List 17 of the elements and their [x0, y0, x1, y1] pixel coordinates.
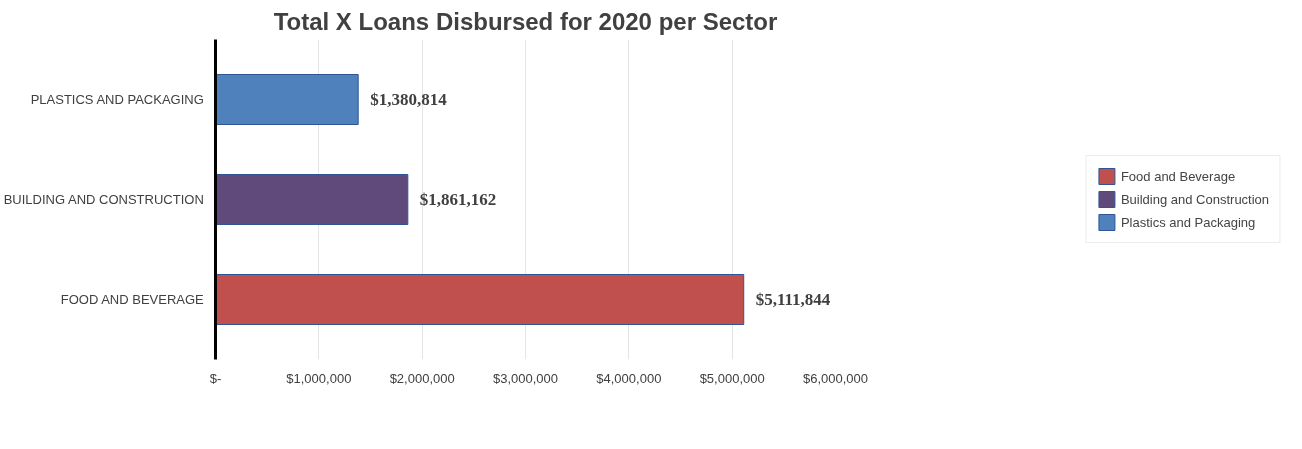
x-tick-label: $3,000,000 [492, 370, 559, 386]
x-tick-label: $- [209, 370, 222, 386]
chart-title: Total X Loans Disbursed for 2020 per Sector [273, 7, 778, 35]
x-tick-label: $2,000,000 [389, 370, 455, 386]
y-tick-label: BUILDING AND CONSTRUCTION [3, 192, 204, 207]
legend-label: Plastics and Packaging [1120, 214, 1256, 230]
y-tick-label: FOOD AND BEVERAGE [60, 292, 205, 307]
x-tick-label: $4,000,000 [596, 370, 662, 386]
data-label: $1,861,162 [419, 190, 497, 209]
data-label: $5,111,844 [755, 290, 831, 309]
legend-label: Food and Beverage [1120, 168, 1236, 184]
y-tick-label: PLASTICS AND PACKAGING [30, 92, 204, 107]
x-tick-label: $5,000,000 [699, 370, 765, 386]
data-label: $1,380,814 [370, 90, 448, 109]
x-tick-label: $1,000,000 [286, 370, 352, 386]
x-tick-label: $6,000,000 [802, 370, 869, 386]
legend-label: Building and Construction [1120, 191, 1270, 207]
